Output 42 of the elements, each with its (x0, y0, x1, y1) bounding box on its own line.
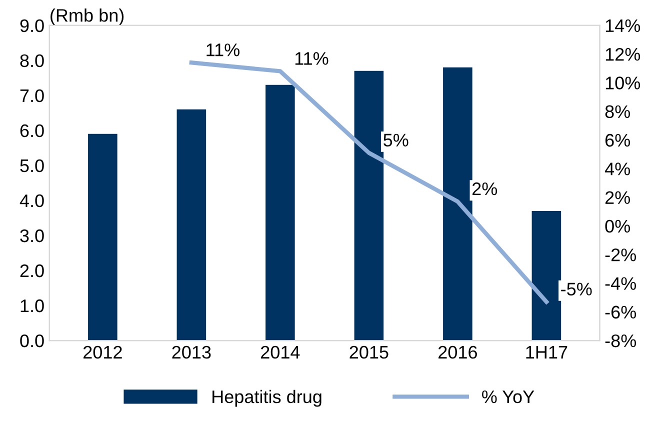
x-tick-label: 2015 (350, 346, 388, 359)
y2-tick-label: 12% (606, 48, 640, 61)
bar (88, 134, 118, 341)
y2-tick-label: -2% (605, 248, 636, 262)
y2-tick-label: 8% (605, 105, 630, 118)
y2-tick-label: 14% (606, 19, 640, 32)
x-tick-label: 2012 (84, 346, 122, 359)
x-tick-label: 2013 (172, 346, 211, 359)
data-label: 11% (295, 52, 328, 65)
y2-tick-label: 6% (605, 134, 630, 147)
y-tick-label: 5.0 (20, 159, 44, 172)
bar (443, 67, 472, 341)
y-tick-label: 6.0 (20, 124, 44, 138)
y2-tick-label: -8% (605, 334, 636, 348)
y2-tick-label: 4% (604, 162, 630, 176)
data-label: -5% (561, 282, 592, 296)
y-tick-label: 4.0 (20, 194, 44, 208)
bar (354, 70, 384, 341)
data-label: 2% (472, 182, 498, 196)
y-axis-title: (Rmb bn) (50, 8, 124, 26)
y-tick-label: 0.0 (20, 334, 44, 348)
y2-tick-label: -4% (605, 277, 636, 290)
y-tick-label: 8.0 (20, 54, 44, 68)
legend-label: % YoY (482, 390, 534, 404)
y-tick-label: 7.0 (20, 89, 44, 102)
y-tick-label: 1.0 (20, 299, 44, 312)
y2-tick-label: 0% (605, 220, 630, 233)
y2-tick-label: 10% (606, 76, 640, 90)
bar (176, 109, 206, 341)
y-tick-label: 2.0 (20, 264, 44, 278)
y-tick-label: 9.0 (20, 19, 44, 32)
bar (532, 210, 562, 341)
y-tick-label: 3.0 (20, 229, 44, 242)
data-label: 11% (206, 44, 240, 56)
bar (266, 84, 295, 341)
y2-tick-label: -6% (605, 306, 636, 319)
x-tick-label: 2014 (261, 346, 300, 359)
y2-tick-label: 2% (605, 191, 630, 204)
x-tick-label: 1H17 (526, 346, 568, 358)
legend-label: Hepatitis drug (212, 390, 322, 407)
x-tick-label: 2016 (438, 346, 477, 359)
data-label: 5% (384, 134, 408, 147)
